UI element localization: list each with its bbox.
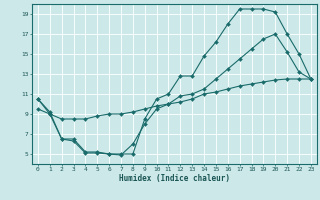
X-axis label: Humidex (Indice chaleur): Humidex (Indice chaleur) [119,174,230,183]
